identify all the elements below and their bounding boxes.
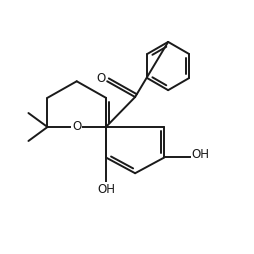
Text: O: O (96, 72, 105, 85)
Text: OH: OH (191, 148, 209, 161)
Text: O: O (72, 120, 81, 134)
Text: OH: OH (97, 183, 115, 196)
